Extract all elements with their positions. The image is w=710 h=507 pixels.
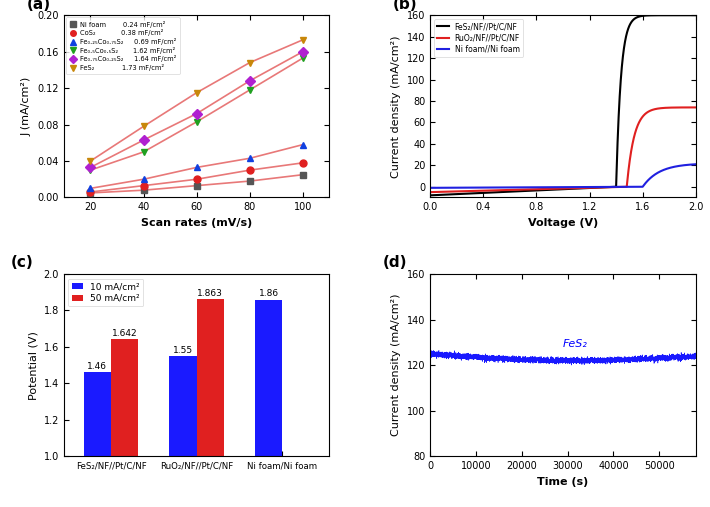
RuO₂/NF//Pt/C/NF xyxy=(426,189,435,195)
Ni foam//Ni foam xyxy=(684,162,692,168)
Ni foam//Ni foam xyxy=(555,184,564,190)
FeS₂/NF//Pt/C/NF xyxy=(548,187,557,193)
RuO₂/NF//Pt/C/NF xyxy=(548,186,557,192)
Line: FeS₂/NF//Pt/C/NF: FeS₂/NF//Pt/C/NF xyxy=(430,15,696,195)
FeS₂/NF//Pt/C/NF xyxy=(426,192,435,198)
Bar xyxy=(197,299,224,456)
Bar xyxy=(169,356,197,456)
Ni foam//Ni foam xyxy=(426,185,435,191)
Bar xyxy=(255,300,283,456)
RuO₂/NF//Pt/C/NF xyxy=(635,119,643,125)
Line: Ni foam//Ni foam: Ni foam//Ni foam xyxy=(430,164,696,188)
Ni foam//Ni foam xyxy=(548,184,557,190)
Text: 1.86: 1.86 xyxy=(258,289,278,298)
Y-axis label: Potential (V): Potential (V) xyxy=(28,331,38,400)
Ni foam//Ni foam xyxy=(635,184,643,190)
RuO₂/NF//Pt/C/NF xyxy=(684,104,692,111)
RuO₂/NF//Pt/C/NF xyxy=(439,189,448,195)
FeS₂/NF//Pt/C/NF xyxy=(439,192,448,198)
Text: (d): (d) xyxy=(383,256,407,270)
Bar xyxy=(84,373,111,456)
RuO₂/NF//Pt/C/NF xyxy=(692,104,700,111)
Text: 1.46: 1.46 xyxy=(87,362,107,371)
Ni foam//Ni foam xyxy=(684,162,692,168)
Text: 1.863: 1.863 xyxy=(197,288,223,298)
Ni foam//Ni foam xyxy=(439,185,448,191)
FeS₂/NF//Pt/C/NF xyxy=(555,187,564,193)
Y-axis label: Current density (mA/cm²): Current density (mA/cm²) xyxy=(391,294,401,437)
Ni foam//Ni foam xyxy=(692,161,700,167)
X-axis label: Time (s): Time (s) xyxy=(537,477,589,487)
RuO₂/NF//Pt/C/NF xyxy=(555,186,564,192)
X-axis label: Voltage (V): Voltage (V) xyxy=(528,218,598,228)
Legend: Ni foam        0.24 mF/cm², CoS₂            0.38 mF/cm², Fe₀.₂₅Co₀.₇₅S₂     0.69: Ni foam 0.24 mF/cm², CoS₂ 0.38 mF/cm², F… xyxy=(66,17,180,74)
Text: (a): (a) xyxy=(27,0,51,12)
Text: FeS₂: FeS₂ xyxy=(563,339,588,349)
Bar xyxy=(111,339,138,456)
Text: 1.642: 1.642 xyxy=(112,329,138,338)
FeS₂/NF//Pt/C/NF xyxy=(692,12,700,18)
Line: RuO₂/NF//Pt/C/NF: RuO₂/NF//Pt/C/NF xyxy=(430,107,696,192)
Legend: FeS₂/NF//Pt/C/NF, RuO₂/NF//Pt/C/NF, Ni foam//Ni foam: FeS₂/NF//Pt/C/NF, RuO₂/NF//Pt/C/NF, Ni f… xyxy=(434,19,523,57)
Legend: 10 mA/cm², 50 mA/cm²: 10 mA/cm², 50 mA/cm² xyxy=(68,278,143,306)
Text: 1.55: 1.55 xyxy=(173,346,193,354)
FeS₂/NF//Pt/C/NF xyxy=(684,12,692,18)
FeS₂/NF//Pt/C/NF xyxy=(684,12,692,18)
Text: (b): (b) xyxy=(393,0,417,12)
Text: (c): (c) xyxy=(11,256,33,270)
Y-axis label: Current density (mA/cm²): Current density (mA/cm²) xyxy=(391,35,401,177)
Y-axis label: J (mA/cm²): J (mA/cm²) xyxy=(22,77,32,136)
FeS₂/NF//Pt/C/NF xyxy=(635,14,643,20)
RuO₂/NF//Pt/C/NF xyxy=(684,104,692,111)
X-axis label: Scan rates (mV/s): Scan rates (mV/s) xyxy=(141,218,252,228)
